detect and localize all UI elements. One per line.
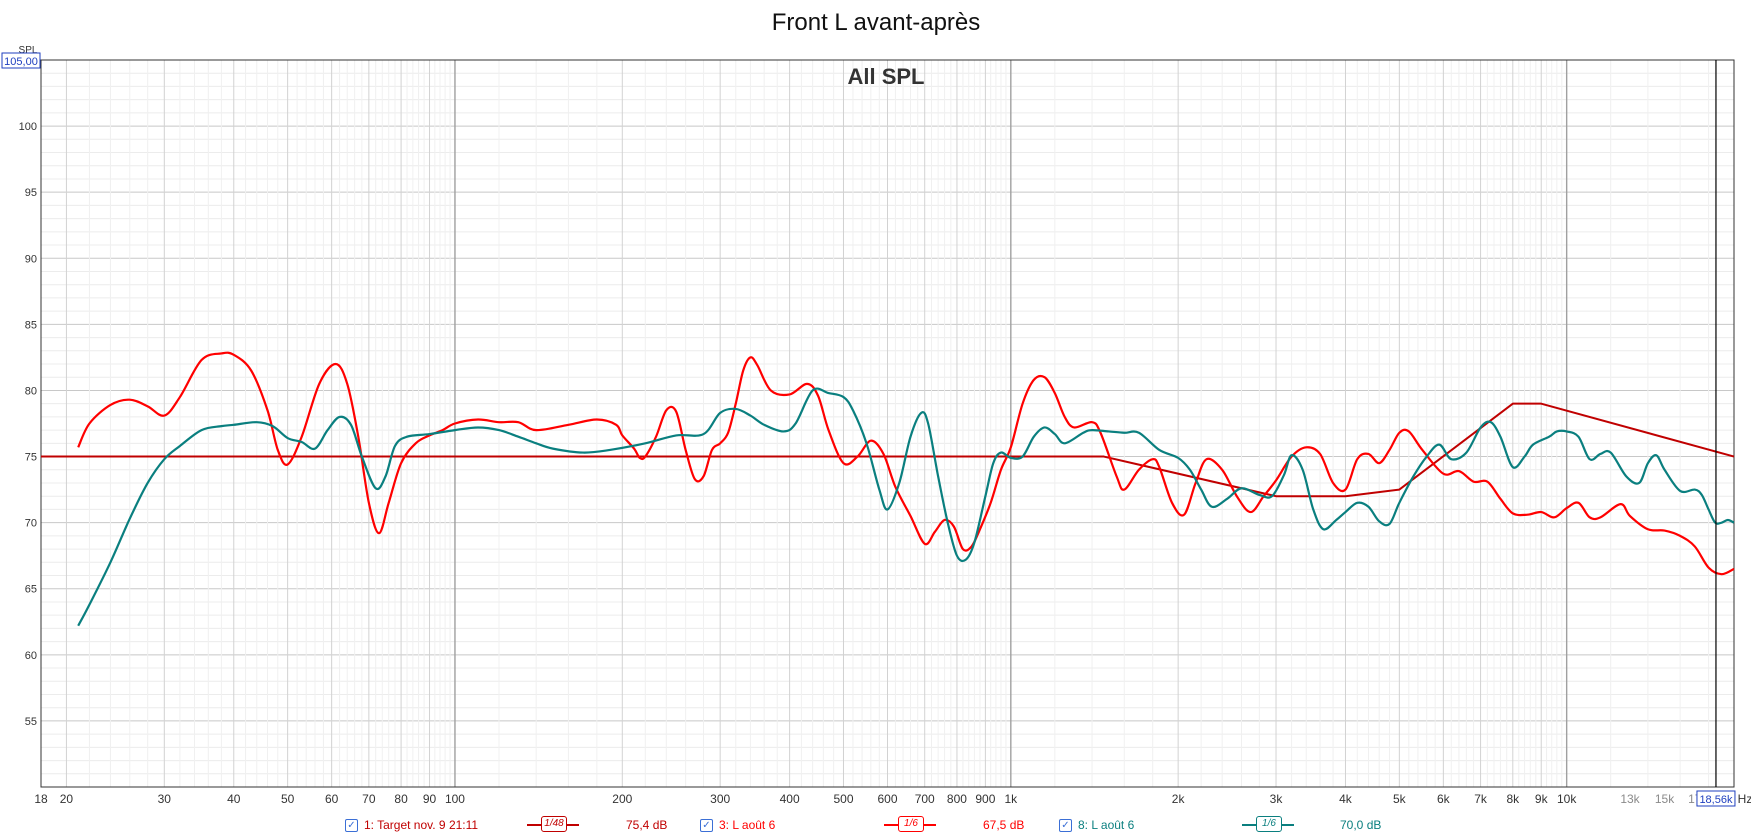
y-top-readout-box[interactable] bbox=[1, 52, 41, 69]
smoothing-label: 1/6 bbox=[898, 816, 924, 832]
x-tick-label: 600 bbox=[877, 792, 897, 806]
x-tick-label: 500 bbox=[833, 792, 853, 806]
y-tick-label: 85 bbox=[25, 319, 37, 331]
x-tick-label: 9k bbox=[1535, 792, 1549, 806]
x-tick-label: 5k bbox=[1393, 792, 1407, 806]
x-axis-unit: Hz bbox=[1738, 792, 1751, 806]
x-tick-label: 40 bbox=[227, 792, 241, 806]
x-tick-label: 800 bbox=[947, 792, 967, 806]
x-tick-label: 90 bbox=[423, 792, 437, 806]
smoothing-label: 1/48 bbox=[541, 816, 567, 832]
series-lines bbox=[41, 351, 1735, 627]
checkbox-icon[interactable]: ✓ bbox=[700, 818, 713, 832]
x-tick-label: 3k bbox=[1270, 792, 1284, 806]
legend-item-l-aout-6-red[interactable]: ✓ 3: L août 6 bbox=[700, 818, 775, 832]
series-line-3 bbox=[77, 387, 1735, 627]
x-tick-label: 13k bbox=[1620, 792, 1640, 806]
y-tick-label: 70 bbox=[25, 518, 37, 530]
series-line-1 bbox=[41, 402, 1735, 498]
smoothing-badge-red[interactable]: 1/6 bbox=[884, 816, 936, 832]
y-axis-unit: SPL bbox=[19, 45, 38, 56]
legend-label: 1: Target nov. 9 21:11 bbox=[364, 818, 479, 832]
y-tick-label: 95 bbox=[25, 187, 37, 199]
legend: ✓ 1: Target nov. 9 21:11 1/48 75,4 dB ✓ … bbox=[0, 816, 1751, 836]
x-tick-label: 70 bbox=[362, 792, 376, 806]
x-tick-label: 400 bbox=[780, 792, 800, 806]
legend-level: 75,4 dB bbox=[626, 818, 668, 832]
legend-label: 3: L août 6 bbox=[719, 818, 776, 832]
y-tick-label: 65 bbox=[25, 584, 37, 596]
x-tick-labels: 18 20 30 40 50 60 70 80 90 100 200 300 400 500 600 700 8… bbox=[34, 792, 1701, 806]
x-tick-label: 900 bbox=[975, 792, 995, 806]
x-tick-label: 6k bbox=[1437, 792, 1451, 806]
y-tick-label: 90 bbox=[25, 253, 37, 265]
y-tick-label: 80 bbox=[25, 385, 37, 397]
x-tick-label: 30 bbox=[158, 792, 172, 806]
x-tick-label: 300 bbox=[710, 792, 730, 806]
legend-level: 70,0 dB bbox=[1340, 818, 1382, 832]
legend-item-target[interactable]: ✓ 1: Target nov. 9 21:11 bbox=[345, 818, 478, 832]
checkbox-icon[interactable]: ✓ bbox=[1059, 818, 1072, 832]
x-tick-label: 7k bbox=[1474, 792, 1488, 806]
legend-level: 67,5 dB bbox=[983, 818, 1025, 832]
plot-frame bbox=[40, 59, 1735, 788]
overlay-label: All SPL bbox=[847, 64, 924, 89]
y-tick-label: 55 bbox=[25, 716, 37, 728]
x-tick-label: 80 bbox=[394, 792, 408, 806]
grid bbox=[41, 60, 1734, 787]
frequency-response-chart: Front L avant-après All SPL 55 60 65 70 75 80… bbox=[1, 9, 1751, 807]
legend-item-l-aout-6-teal[interactable]: ✓ 8: L août 6 bbox=[1059, 818, 1134, 832]
x-tick-label: 18 bbox=[34, 792, 48, 806]
y-tick-label: 75 bbox=[25, 452, 37, 464]
x-tick-label: 15k bbox=[1655, 792, 1675, 806]
chart-title: Front L avant-après bbox=[772, 9, 981, 36]
x-tick-label: 100 bbox=[445, 792, 465, 806]
x-cursor-readout: 18,56k bbox=[1699, 794, 1733, 806]
series-line-2 bbox=[77, 351, 1735, 576]
y-tick-label: 100 bbox=[19, 121, 37, 133]
smoothing-badge-teal[interactable]: 1/6 bbox=[1242, 816, 1294, 832]
x-tick-label: 8k bbox=[1506, 792, 1520, 806]
x-cursor-readout-box[interactable] bbox=[1696, 790, 1736, 807]
smoothing-badge-target[interactable]: 1/48 bbox=[527, 816, 579, 832]
checkbox-icon[interactable]: ✓ bbox=[345, 818, 358, 832]
y-tick-label: 60 bbox=[25, 650, 37, 662]
x-tick-label: 50 bbox=[281, 792, 295, 806]
x-tick-label: 700 bbox=[915, 792, 935, 806]
y-top-readout: 105,00 bbox=[4, 56, 38, 68]
x-tick-label: 20 bbox=[60, 792, 74, 806]
x-tick-label: 2k bbox=[1172, 792, 1186, 806]
x-tick-label: 200 bbox=[612, 792, 632, 806]
x-tick-label: 4k bbox=[1339, 792, 1353, 806]
x-tick-label: 1k bbox=[1004, 792, 1018, 806]
x-tick-label: 10k bbox=[1557, 792, 1577, 806]
smoothing-label: 1/6 bbox=[1256, 816, 1282, 832]
legend-label: 8: L août 6 bbox=[1078, 818, 1135, 832]
y-tick-labels: 55 60 65 70 75 80 85 90 95 100 bbox=[19, 121, 37, 728]
x-tick-label: 60 bbox=[325, 792, 339, 806]
